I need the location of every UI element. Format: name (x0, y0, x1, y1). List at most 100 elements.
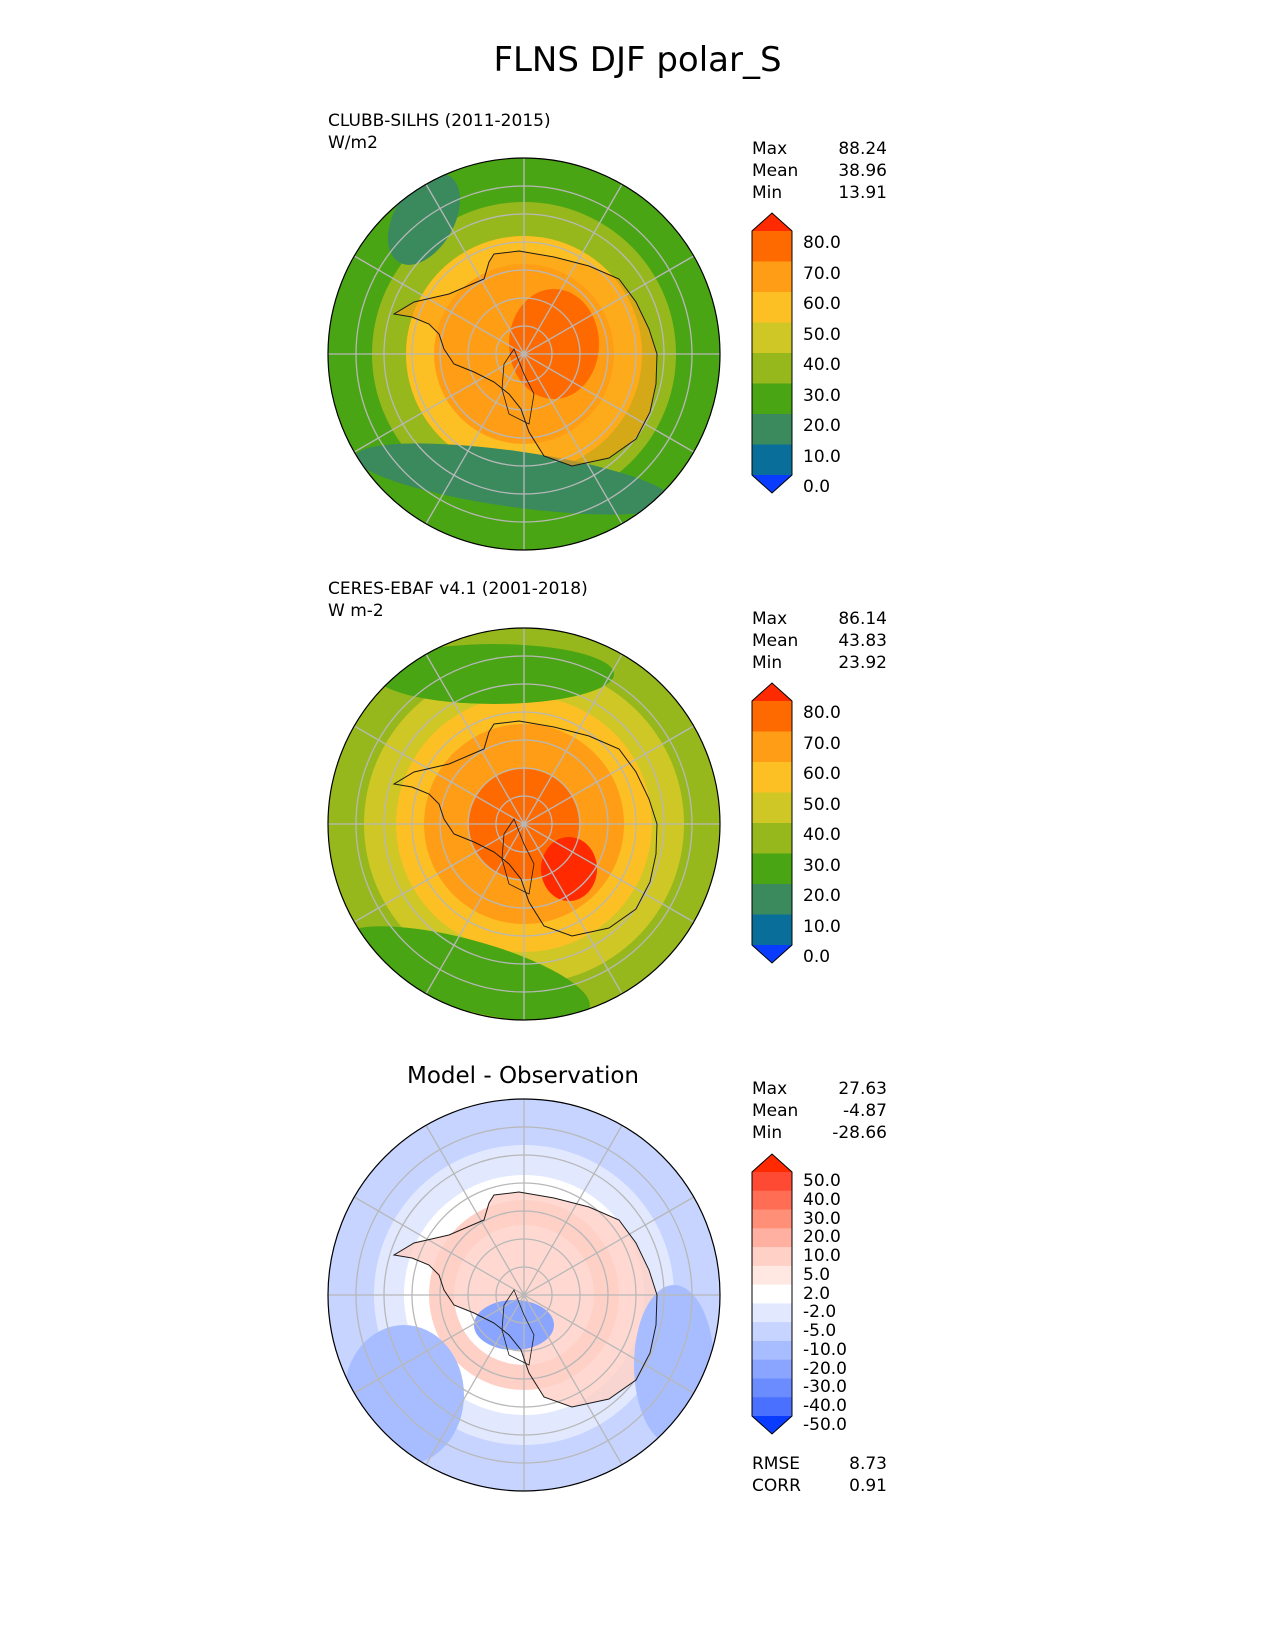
colorbar-tick-label: 10.0 (803, 446, 841, 467)
mean-label: Mean (752, 1101, 799, 1121)
colorbar-tick-label: 50.0 (803, 324, 841, 345)
panel-3-metrics: RMSE 8.73 CORR 0.91 (752, 1453, 887, 1497)
colorbar-tick-label: -10.0 (803, 1339, 847, 1360)
colorbar-segment (752, 1172, 792, 1192)
mean-value: 43.83 (838, 631, 887, 651)
panel-3-title: Model - Observation (406, 1063, 640, 1089)
colorbar-tick-label: 20.0 (803, 886, 841, 906)
min-value: -28.66 (832, 1123, 887, 1143)
colorbar-segment (752, 823, 792, 854)
map-frame (327, 627, 721, 1021)
field-patch (338, 926, 590, 1020)
colorbar-svg (751, 682, 793, 964)
panel-3-colorbar: 50.0 40.0 30.0 20.0 10.0 5.0 2.0 -2.0 -5.0 -10.0-… (751, 1153, 871, 1435)
colorbar-tick-label: 60.0 (803, 764, 841, 784)
map-frame (327, 1098, 721, 1492)
max-value: 86.14 (838, 609, 887, 629)
colorbar-segment (752, 1265, 792, 1286)
colorbar-tick-label: 30.0 (803, 855, 841, 876)
max-label: Max (752, 1079, 788, 1099)
colorbar-tick-label: -40.0 (803, 1396, 847, 1417)
colorbar-segment (752, 1190, 792, 1211)
colorbar-tick-label: 70.0 (803, 263, 841, 284)
colorbar-segment (752, 261, 792, 293)
corr-value: 0.91 (849, 1476, 887, 1496)
field-patch (541, 837, 597, 901)
colorbar-segment (752, 322, 792, 354)
polar-map-svg (327, 1098, 721, 1492)
colorbar-segment (752, 1209, 792, 1229)
figure-title: FLNS DJF polar_S (493, 40, 782, 80)
coastline (501, 1289, 535, 1366)
field-patch (509, 289, 599, 399)
panel-3-stats: Max 27.63 Mean -4.87 Min -28.66 (752, 1078, 887, 1144)
mean-label: Mean (752, 631, 799, 651)
mean-value: -4.87 (843, 1101, 887, 1121)
colorbar-tick-label: 10.0 (803, 916, 841, 937)
rmse-value: 8.73 (849, 1454, 887, 1474)
colorbar-tick-label: 0.0 (803, 947, 831, 967)
colorbar-tick-label: 30.0 (803, 385, 841, 406)
min-label: Min (752, 183, 783, 203)
max-label: Max (752, 609, 788, 629)
min-label: Min (752, 653, 783, 673)
colorbar-segment (752, 1397, 792, 1417)
colorbar-segment (752, 1359, 792, 1379)
colorbar-tick-label: 5.0 (803, 1264, 831, 1285)
polar-map-svg (327, 627, 721, 1021)
colorbar-extend-max (752, 1154, 792, 1172)
panel-2-colorbar: 80.0 70.0 60.0 50.0 40.0 30.0 20.0 10.0 0.0 (751, 682, 871, 967)
colorbar-outline (751, 212, 793, 494)
panel-3-polar-map (327, 1098, 721, 1492)
colorbar-tick-label: 40.0 (803, 1189, 841, 1210)
colorbar-segment (752, 292, 792, 323)
max-value: 88.24 (838, 139, 887, 159)
colorbar-svg (751, 1153, 793, 1435)
coastline (392, 1191, 658, 1408)
panel-2-polar-map (327, 627, 721, 1021)
meridian-line (425, 1124, 623, 1466)
colorbar-segment (752, 731, 792, 763)
colorbar-tick-label: 60.0 (803, 294, 841, 314)
colorbar-segment (752, 1228, 792, 1248)
colorbar-segment (752, 1284, 792, 1304)
colorbar-tick-label: 40.0 (803, 825, 841, 845)
panel-2-stats: Max 86.14 Mean 43.83 Min 23.92 (752, 608, 887, 674)
max-value: 27.63 (838, 1079, 887, 1099)
colorbar-segment (752, 914, 792, 946)
colorbar-extend-min (752, 475, 792, 493)
colorbar-segment (752, 353, 792, 384)
colorbar-tick-label: 0.0 (803, 477, 831, 497)
min-value: 13.91 (838, 183, 887, 203)
coastline (501, 818, 535, 895)
colorbar-tick-label: 50.0 (803, 1171, 841, 1191)
colorbar-segment (752, 792, 792, 824)
panel-2-title: CERES-EBAF v4.1 (2001-2018) (328, 579, 588, 599)
mean-label: Mean (752, 161, 799, 181)
colorbar-svg (751, 212, 793, 494)
colorbar-tick-label: 10.0 (803, 1246, 841, 1267)
polar-map-svg (327, 157, 721, 551)
panel-1-units: W/m2 (328, 133, 378, 153)
colorbar-segment (752, 1247, 792, 1267)
colorbar-segment (752, 383, 792, 415)
colorbar-segment (752, 231, 792, 262)
colorbar-extend-max (752, 683, 792, 701)
colorbar-tick-label: 20.0 (803, 416, 841, 436)
colorbar-tick-label: 40.0 (803, 355, 841, 375)
colorbar-segment (752, 1322, 792, 1342)
max-label: Max (752, 139, 788, 159)
field-patch (394, 1192, 657, 1407)
panel-2-units: W m-2 (328, 601, 384, 621)
colorbar-extend-max (752, 213, 792, 231)
colorbar-tick-label: 70.0 (803, 733, 841, 754)
meridian-line (425, 183, 623, 525)
panel-1-colorbar: 80.0 70.0 60.0 50.0 40.0 30.0 20.0 10.0 0.0 (751, 212, 871, 497)
colorbar-tick-label: 80.0 (803, 703, 841, 723)
colorbar-outline (751, 682, 793, 964)
colorbar-segment (752, 853, 792, 885)
corr-label: CORR (752, 1476, 801, 1496)
meridian-line (425, 653, 623, 995)
colorbar-segment (752, 701, 792, 732)
panel-1-stats: Max 88.24 Mean 38.96 Min 13.91 (752, 138, 887, 204)
